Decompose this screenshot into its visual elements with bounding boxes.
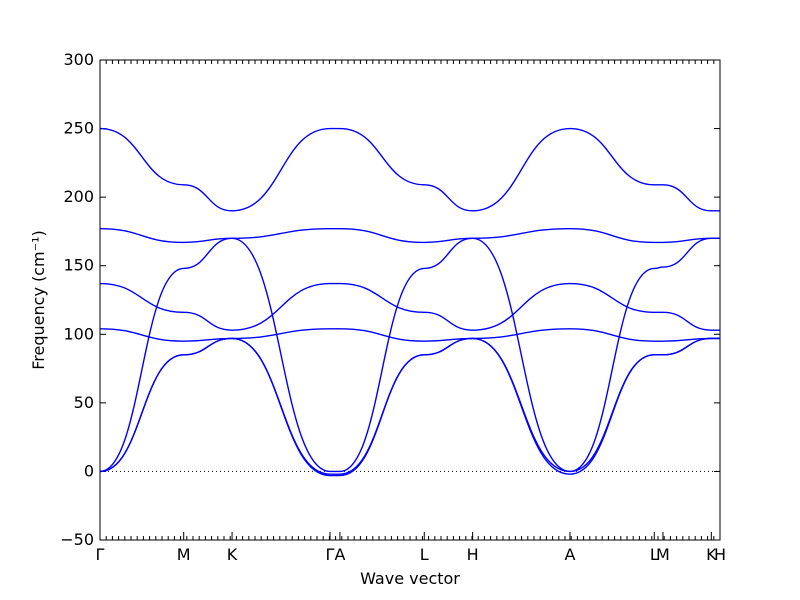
x-tick-label: M bbox=[177, 545, 191, 564]
x-tick-label: K bbox=[706, 545, 717, 564]
y-tick-label: 200 bbox=[63, 187, 94, 206]
x-tick-label: L bbox=[420, 545, 429, 564]
x-tick-label: L bbox=[650, 545, 659, 564]
y-axis-label: Frequency (cm⁻¹) bbox=[29, 230, 48, 369]
x-tick-label: H bbox=[714, 545, 726, 564]
band-line-7 bbox=[99, 127, 720, 212]
y-tick-label: −50 bbox=[60, 530, 94, 549]
y-tick-label: 150 bbox=[63, 256, 94, 275]
y-tick-label: 100 bbox=[63, 324, 94, 343]
y-tick-label: 300 bbox=[63, 50, 94, 69]
y-tick-label: 0 bbox=[84, 461, 94, 480]
band-line-6 bbox=[99, 227, 720, 244]
x-axis-ticks: Γ M K Γ A L H A LM KH bbox=[96, 60, 726, 564]
x-tick-label: Γ bbox=[96, 545, 105, 564]
x-tick-label: K bbox=[227, 545, 238, 564]
x-tick-label: M bbox=[656, 545, 670, 564]
y-tick-label: 50 bbox=[74, 393, 94, 412]
plot-area-frame bbox=[99, 59, 721, 541]
frequency-bands bbox=[99, 127, 720, 477]
x-tick-label: A bbox=[564, 545, 575, 564]
x-tick-label: A bbox=[334, 545, 345, 564]
band-line-2 bbox=[99, 337, 720, 477]
x-axis-label: Wave vector bbox=[360, 569, 460, 588]
x-tick-label: Γ bbox=[326, 545, 335, 564]
y-tick-label: 250 bbox=[63, 119, 94, 138]
y-axis-ticks: −50 0 50 100 150 200 250 300 bbox=[60, 50, 720, 549]
band-line-5 bbox=[99, 282, 720, 331]
band-line-4 bbox=[99, 237, 720, 473]
band-line-3 bbox=[99, 328, 720, 342]
x-tick-label: H bbox=[467, 545, 479, 564]
